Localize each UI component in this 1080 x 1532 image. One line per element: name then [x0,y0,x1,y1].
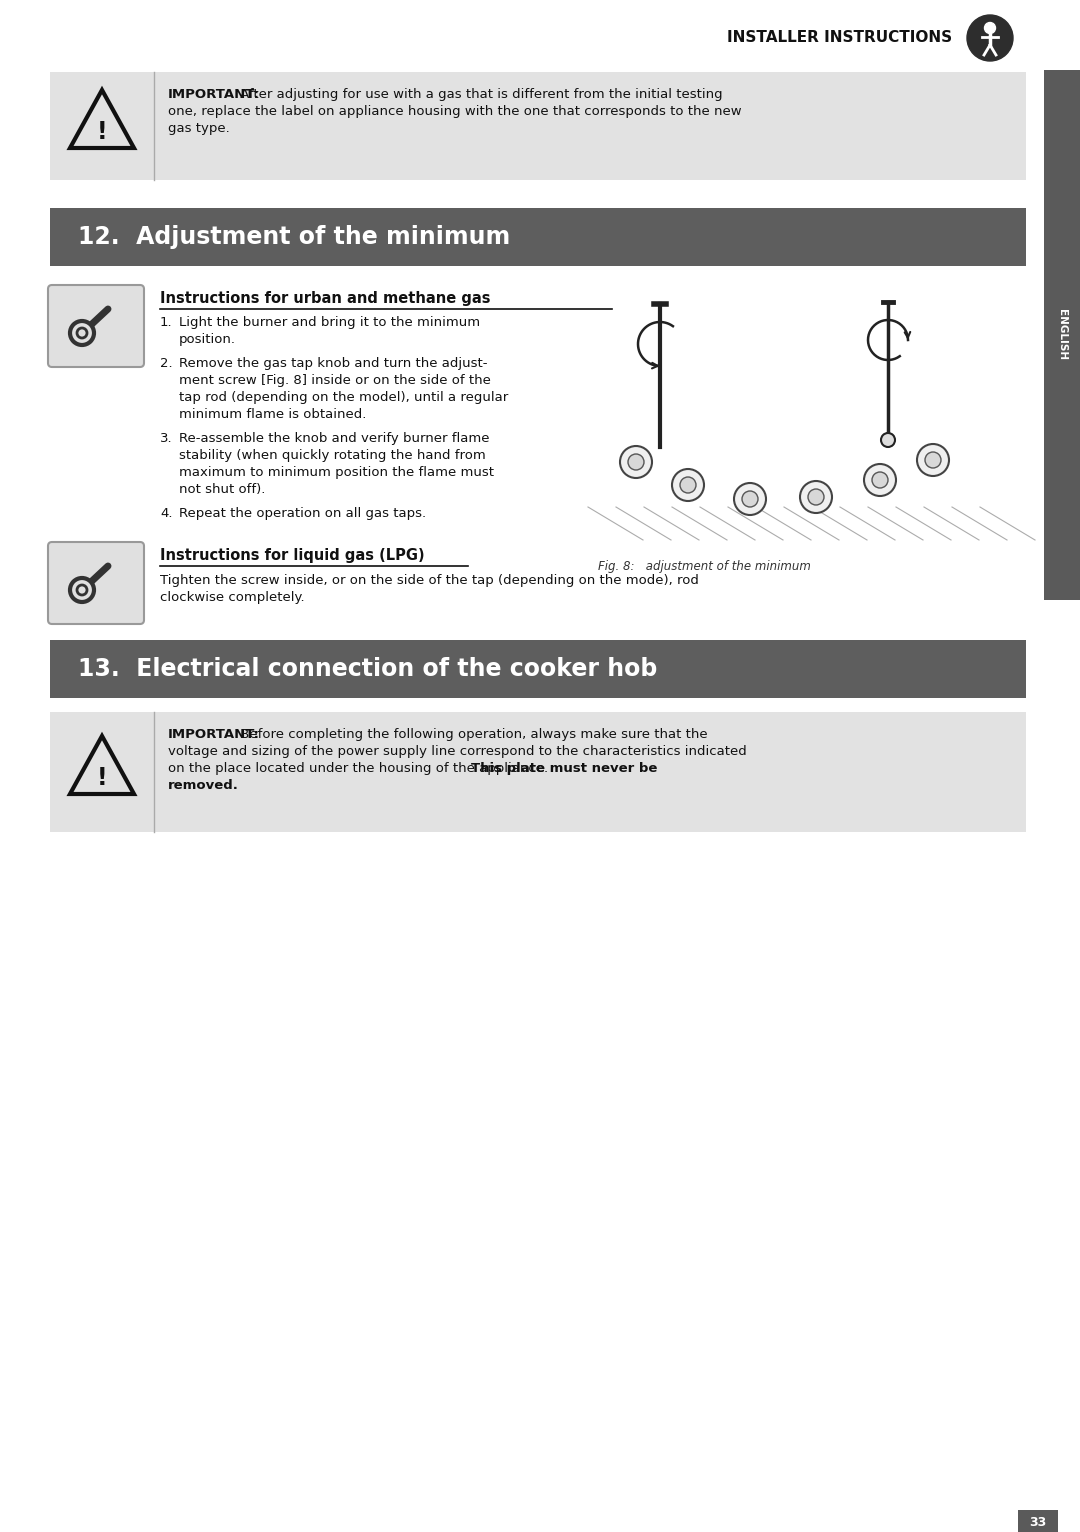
Circle shape [917,444,949,476]
Text: This plate must never be: This plate must never be [471,761,658,775]
Text: !: ! [97,766,107,791]
FancyBboxPatch shape [48,542,144,624]
Text: position.: position. [179,332,237,346]
Text: not shut off).: not shut off). [179,483,266,496]
Text: Remove the gas tap knob and turn the adjust-: Remove the gas tap knob and turn the adj… [179,357,487,371]
Circle shape [70,578,94,602]
Circle shape [627,453,644,470]
Circle shape [924,452,941,467]
Text: 4.: 4. [160,507,173,519]
Text: ment screw [Fig. 8] inside or on the side of the: ment screw [Fig. 8] inside or on the sid… [179,374,491,388]
Circle shape [985,23,996,34]
Text: Tighten the screw inside, or on the side of the tap (depending on the mode), rod: Tighten the screw inside, or on the side… [160,574,699,587]
FancyBboxPatch shape [1018,1511,1058,1532]
Text: 12.  Adjustment of the minimum: 12. Adjustment of the minimum [78,225,510,250]
Circle shape [967,15,1013,61]
Text: tap rod (depending on the model), until a regular: tap rod (depending on the model), until … [179,391,509,404]
Text: Light the burner and bring it to the minimum: Light the burner and bring it to the min… [179,316,481,329]
FancyBboxPatch shape [50,208,1026,267]
FancyBboxPatch shape [50,712,1026,832]
Circle shape [77,328,87,339]
Circle shape [881,434,895,447]
Text: one, replace the label on appliance housing with the one that corresponds to the: one, replace the label on appliance hous… [168,106,742,118]
Text: 1.: 1. [160,316,173,329]
Text: 13.  Electrical connection of the cooker hob: 13. Electrical connection of the cooker … [78,657,658,682]
Text: clockwise completely.: clockwise completely. [160,591,305,604]
Text: on the place located under the housing of the appliance.: on the place located under the housing o… [168,761,552,775]
Text: 2.: 2. [160,357,173,371]
Text: Instructions for urban and methane gas: Instructions for urban and methane gas [160,291,490,306]
Text: Re-assemble the knob and verify burner flame: Re-assemble the knob and verify burner f… [179,432,489,444]
Circle shape [680,476,696,493]
Text: Instructions for liquid gas (LPG): Instructions for liquid gas (LPG) [160,548,424,562]
Circle shape [864,464,896,496]
Text: !: ! [97,119,107,144]
Text: 33: 33 [1029,1517,1047,1529]
Text: 3.: 3. [160,432,173,444]
Text: voltage and sizing of the power supply line correspond to the characteristics in: voltage and sizing of the power supply l… [168,745,746,758]
FancyBboxPatch shape [1044,70,1080,601]
Text: INSTALLER INSTRUCTIONS: INSTALLER INSTRUCTIONS [727,31,951,46]
Circle shape [70,322,94,345]
Text: Before completing the following operation, always make sure that the: Before completing the following operatio… [237,728,707,741]
Circle shape [742,490,758,507]
Text: Fig. 8:   adjustment of the minimum: Fig. 8: adjustment of the minimum [598,561,811,573]
Circle shape [800,481,832,513]
FancyBboxPatch shape [50,640,1026,699]
FancyBboxPatch shape [48,285,144,368]
FancyBboxPatch shape [50,72,1026,179]
Text: minimum flame is obtained.: minimum flame is obtained. [179,408,366,421]
Text: After adjusting for use with a gas that is different from the initial testing: After adjusting for use with a gas that … [237,87,723,101]
Circle shape [872,472,888,489]
Circle shape [620,446,652,478]
Text: maximum to minimum position the flame must: maximum to minimum position the flame mu… [179,466,494,480]
Circle shape [77,585,87,594]
Text: Repeat the operation on all gas taps.: Repeat the operation on all gas taps. [179,507,427,519]
Text: ENGLISH: ENGLISH [1057,309,1067,360]
Text: gas type.: gas type. [168,123,230,135]
Circle shape [734,483,766,515]
Circle shape [672,469,704,501]
Text: removed.: removed. [168,778,239,792]
Text: IMPORTANT:: IMPORTANT: [168,87,260,101]
Text: IMPORTANT:: IMPORTANT: [168,728,260,741]
Circle shape [808,489,824,506]
Text: stability (when quickly rotating the hand from: stability (when quickly rotating the han… [179,449,486,463]
